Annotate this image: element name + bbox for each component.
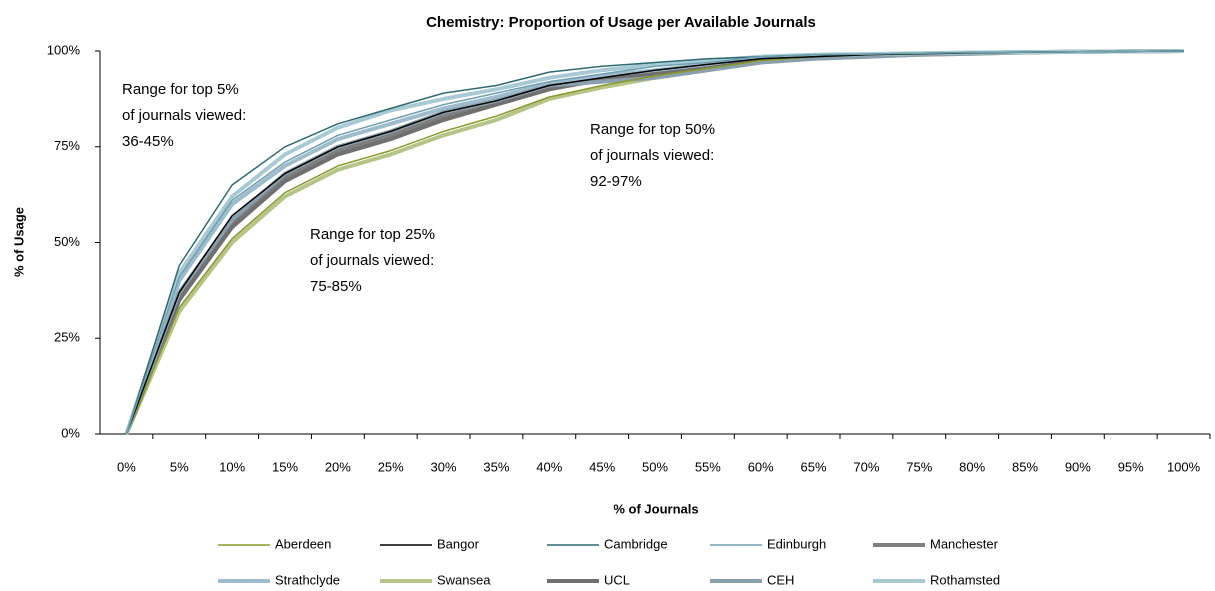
y-axis-title: % of Usage	[11, 207, 26, 277]
series-line	[125, 50, 1184, 435]
x-tick-label: 75%	[906, 459, 932, 474]
annotation: of journals viewed:	[590, 147, 714, 164]
series-line	[124, 49, 1184, 435]
x-tick-label: 55%	[695, 459, 721, 474]
series-line	[124, 49, 1184, 435]
x-axis-title: % of Journals	[613, 501, 698, 516]
annotation: of journals viewed:	[122, 107, 246, 124]
chart-title: Chemistry: Proportion of Usage per Avail…	[426, 14, 816, 31]
annotation: Range for top 25%	[310, 226, 435, 243]
series-line	[125, 50, 1184, 435]
x-tick-label: 100%	[1167, 459, 1201, 474]
x-tick-label: 35%	[483, 459, 509, 474]
x-tick-label: 0%	[117, 459, 136, 474]
x-tick-label: 20%	[325, 459, 351, 474]
legend-label: UCL	[604, 572, 630, 587]
x-tick-label: 65%	[801, 459, 827, 474]
x-tick-label: 85%	[1012, 459, 1038, 474]
x-tick-label: 10%	[219, 459, 245, 474]
legend-label: Rothamsted	[930, 572, 1000, 587]
legend-label: Edinburgh	[767, 536, 826, 551]
x-tick-label: 5%	[170, 459, 189, 474]
series-line	[125, 50, 1184, 435]
x-tick-label: 90%	[1065, 459, 1091, 474]
legend-label: Cambridge	[604, 536, 668, 551]
x-tick-label: 15%	[272, 459, 298, 474]
series-line	[124, 49, 1184, 435]
annotation: Range for top 50%	[590, 121, 715, 138]
legend-label: Swansea	[437, 572, 491, 587]
annotation: 36-45%	[122, 133, 174, 150]
x-tick-label: 30%	[431, 459, 457, 474]
series-line	[124, 49, 1184, 435]
annotation: 75-85%	[310, 278, 362, 295]
legend-label: Manchester	[930, 536, 999, 551]
x-tick-label: 45%	[589, 459, 615, 474]
x-tick-label: 60%	[748, 459, 774, 474]
annotation: Range for top 5%	[122, 81, 239, 98]
x-tick-label: 80%	[959, 459, 985, 474]
x-tick-label: 40%	[536, 459, 562, 474]
x-tick-label: 25%	[378, 459, 404, 474]
series-line	[125, 50, 1184, 435]
legend-label: Strathclyde	[275, 572, 340, 587]
y-tick-label: 25%	[54, 330, 80, 345]
series-line	[124, 49, 1184, 435]
x-tick-label: 50%	[642, 459, 668, 474]
annotation: of journals viewed:	[310, 252, 434, 269]
y-tick-label: 75%	[54, 138, 80, 153]
y-tick-label: 0%	[61, 425, 80, 440]
legend-label: Bangor	[437, 536, 480, 551]
y-tick-label: 50%	[54, 234, 80, 249]
legend-label: CEH	[767, 572, 794, 587]
legend-label: Aberdeen	[275, 536, 331, 551]
series-line	[124, 49, 1184, 435]
x-tick-label: 70%	[853, 459, 879, 474]
x-tick-label: 95%	[1118, 459, 1144, 474]
annotation: 92-97%	[590, 173, 642, 190]
y-tick-label: 100%	[47, 42, 81, 57]
